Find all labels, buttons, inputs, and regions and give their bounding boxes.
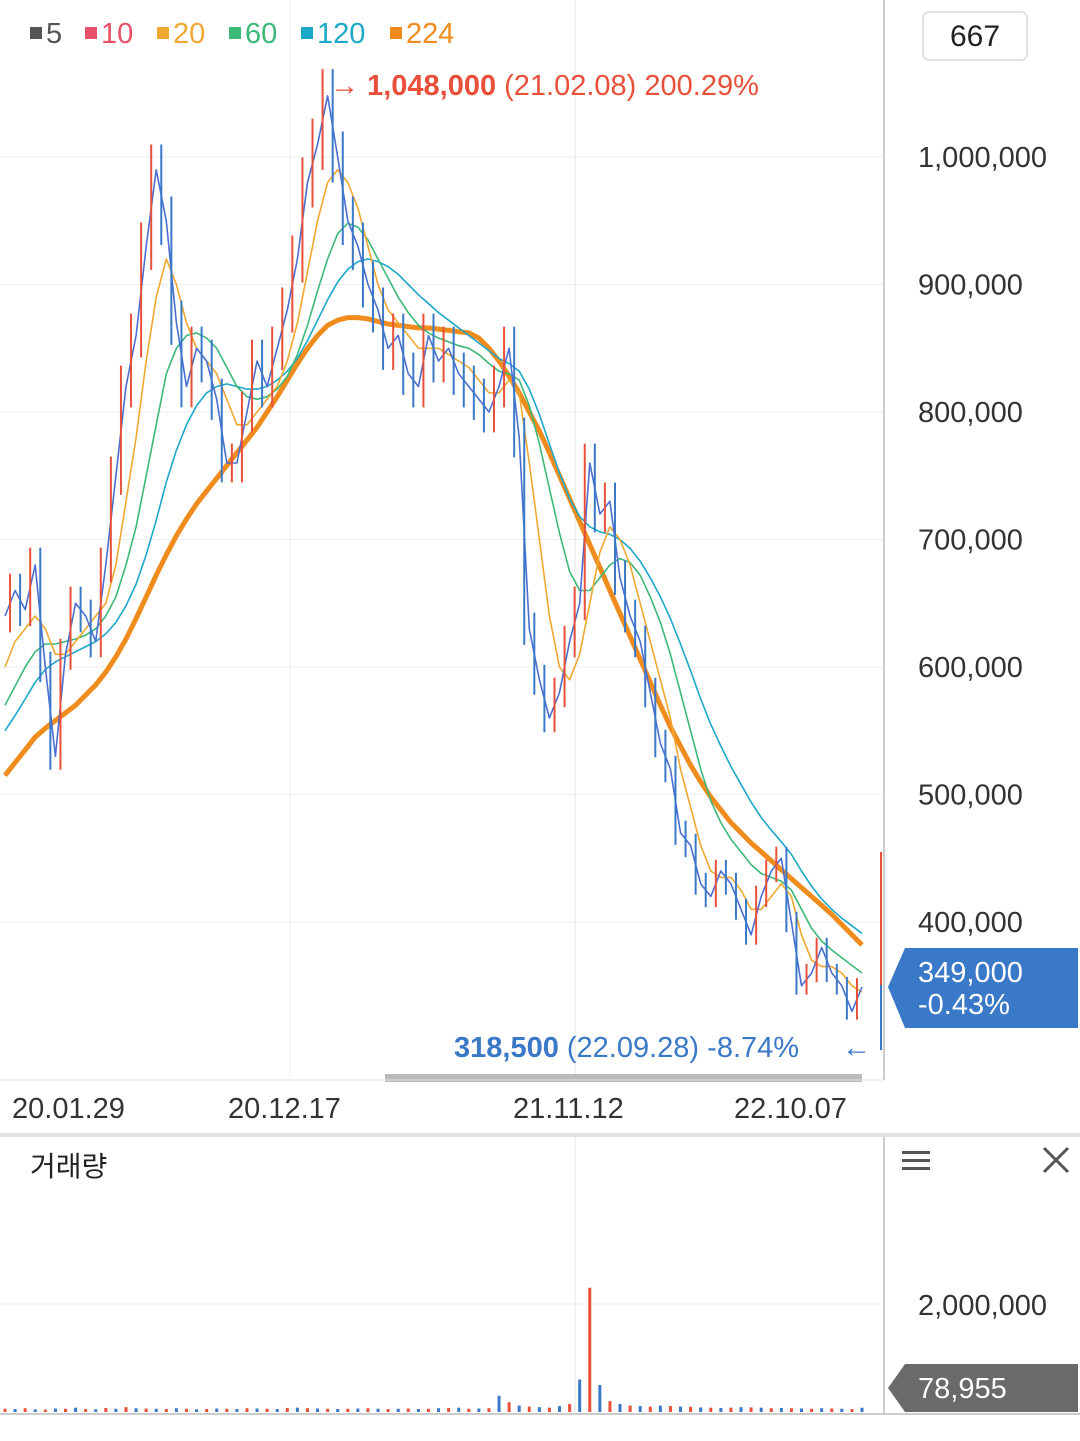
volume-axis-label: 2,000,000 [918,1290,1047,1322]
legend-swatch [85,27,97,39]
legend-label: 120 [317,18,365,50]
low-date: (22.09.28) [567,1032,699,1064]
hamburger-icon[interactable] [902,1151,930,1170]
date-axis-labels: 20.01.29 20.12.17 21.11.12 22.10.07 [12,1093,847,1125]
price-tick-label: 800,000 [918,397,1023,429]
high-arrow: → [330,70,359,102]
legend-swatch [390,27,402,39]
high-annotation: → 1,048,000 (21.02.08) 200.29% [330,70,759,102]
volume-panel-title: 거래량 [30,1151,107,1182]
chart-scrollbar[interactable] [385,1074,862,1082]
date-tick-label: 22.10.07 [734,1093,847,1125]
legend-label: 60 [245,18,277,50]
date-tick-label: 20.12.17 [228,1093,341,1125]
price-gridlines [0,156,884,923]
price-tick-label: 900,000 [918,270,1023,302]
low-pct: -8.74% [707,1032,799,1064]
price-axis-labels: 1,000,000 900,000 800,000 700,000 600,000 500… [918,142,1047,939]
ma-legend: 5 10 20 60 120 224 [30,18,454,50]
price-tick-label: 400,000 [918,907,1023,939]
series-line-ma20 [4,169,863,993]
price-tick-label: 700,000 [918,525,1023,557]
legend-label: 10 [101,18,133,50]
legend-label: 224 [406,18,454,50]
volume-bars [3,1287,864,1412]
zoom-box[interactable]: 667 [922,11,1028,61]
panel-divider [0,1133,1080,1137]
current-price-value: 349,000 [918,957,1023,989]
date-tick-label: 20.01.29 [12,1093,125,1125]
volume-current-value: 78,955 [918,1373,1007,1405]
legend-label: 20 [173,18,205,50]
low-annotation: 318,500 (22.09.28) -8.74% [454,1032,799,1064]
current-price-tag: 349,000 -0.43% [888,948,1078,1028]
low-arrow: ← [842,1032,871,1064]
high-pct: 200.29% [644,70,759,102]
legend-swatch [301,27,313,39]
zoom-box-value: 667 [950,20,1000,53]
legend-swatch [157,27,169,39]
high-value: 1,048,000 [367,70,496,102]
low-value: 318,500 [454,1032,559,1064]
price-series-layer [3,69,864,1020]
legend-label: 5 [46,18,62,50]
legend-swatch [30,27,42,39]
price-tick-label: 500,000 [918,780,1023,812]
price-tick-label: 1,000,000 [918,142,1047,174]
close-icon[interactable] [1042,1146,1070,1174]
price-tick-label: 600,000 [918,652,1023,684]
series-line-ma120 [4,258,863,935]
date-tick-label: 21.11.12 [513,1093,624,1125]
volume-current-tag: 78,955 [888,1364,1078,1412]
high-date: (21.02.08) [504,70,636,102]
series-line-price [4,95,863,1013]
current-price-change: -0.43% [918,989,1010,1021]
legend-swatch [229,27,241,39]
